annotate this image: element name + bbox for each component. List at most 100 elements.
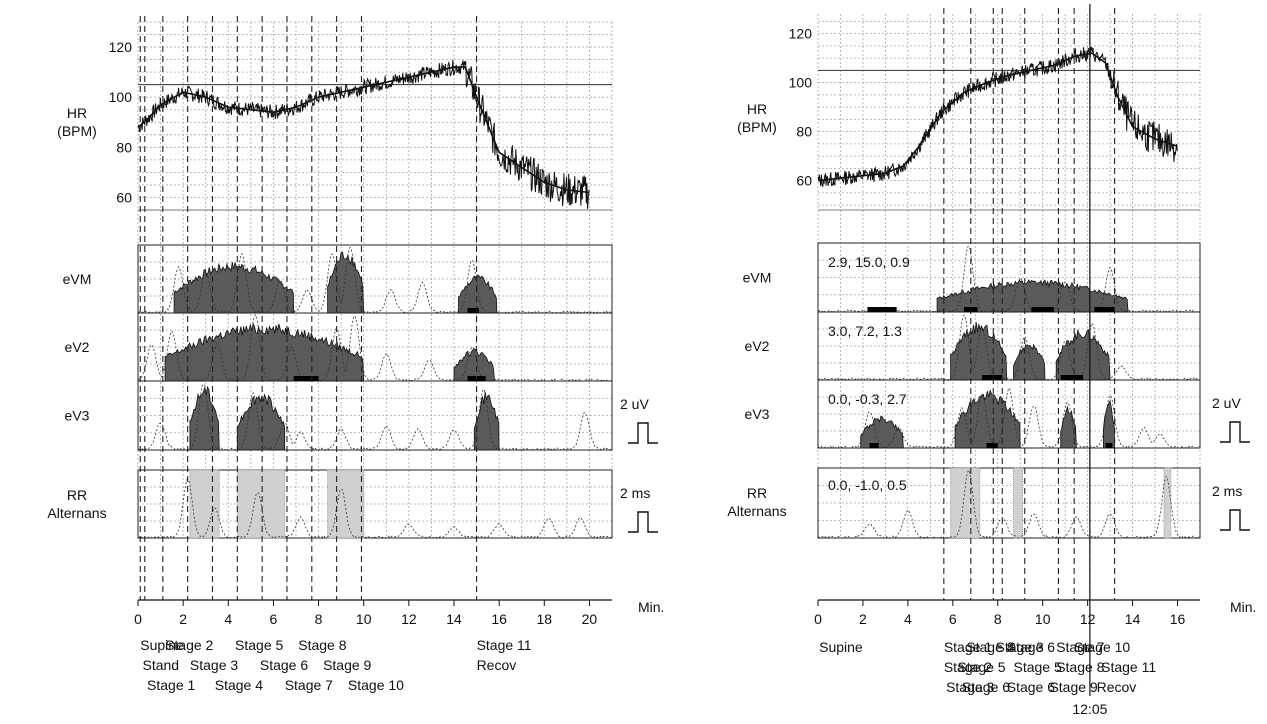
rr-shaded-region (950, 467, 981, 539)
x-tick-label: 12 (401, 611, 417, 627)
trace-label-evm: eVM (743, 270, 772, 286)
trace-evm-fill (936, 279, 1129, 313)
x-axis-unit: Min. (1230, 599, 1256, 615)
stage-label: Supine (140, 637, 184, 653)
stage-label: Supine (819, 639, 863, 655)
scale-bar-label: 2 uV (620, 396, 649, 412)
trace-ev3-line (137, 383, 611, 451)
trace-annotation: 2.9, 15.0, 0.9 (828, 254, 910, 270)
trace-label-ev2: eV2 (65, 339, 90, 355)
rr-shaded-region (327, 469, 365, 539)
trace-label-ev3: eV3 (65, 408, 90, 424)
stage-label: Stage 4 (215, 677, 263, 693)
trace-marker-bar (867, 307, 897, 312)
trace-marker-bar (467, 308, 479, 313)
stage-label: Stage 9 (323, 657, 371, 673)
hr-tick-label: 100 (789, 75, 813, 91)
trace-marker-bar (869, 443, 879, 448)
hr-raw-series (817, 47, 1178, 187)
scale-bar-label: 2 uV (1212, 395, 1241, 411)
trace-ev2-fill (950, 322, 1008, 381)
trace-ev3-line (817, 387, 1199, 449)
trace-ev3-fill (954, 389, 1021, 449)
trace-evm-fill (327, 251, 365, 314)
rr-label-sub: Alternans (727, 503, 786, 519)
x-tick-label: 16 (491, 611, 507, 627)
stage-label: Stage 10 (1074, 639, 1130, 655)
hr-tick-label: 80 (116, 139, 132, 155)
trace-ev3-fill (236, 393, 286, 451)
stage-label: Stage 11 (1101, 659, 1156, 675)
x-tick-label: 6 (949, 611, 957, 627)
x-tick-label: 14 (1125, 611, 1141, 627)
stage-label: Stage 2 (165, 637, 213, 653)
trace-ev2-fill (1055, 328, 1111, 381)
stage-label: Recov (477, 657, 517, 673)
x-tick-label: 16 (1170, 611, 1186, 627)
trace-label-evm: eVM (63, 271, 92, 287)
stage-label: Stage 3 (946, 679, 994, 695)
rr-shaded-region (1012, 467, 1023, 539)
trace-annotation: 3.0, 7.2, 1.3 (828, 323, 902, 339)
stage-label: Stage 6 (962, 679, 1010, 695)
trace-ev3-fill (1103, 399, 1116, 449)
stage-label: Stage 3 (190, 657, 238, 673)
stage-label: Stand (143, 657, 180, 673)
trace-ev2-fill (164, 322, 365, 382)
hr-axis-label: HR (747, 101, 767, 117)
trace-marker-bar (1105, 443, 1113, 448)
trace-ev2-line (817, 314, 1200, 381)
trace-label-ev2: eV2 (745, 338, 770, 354)
grid (817, 14, 1201, 538)
x-axis-unit: Min. (638, 599, 664, 615)
hr-axis-unit: (BPM) (737, 119, 777, 135)
x-tick-label: 6 (270, 611, 278, 627)
trace-label-ev3: eV3 (745, 406, 770, 422)
trace-marker-bar (986, 443, 998, 448)
trace-evm-fill (173, 262, 295, 314)
x-tick-label: 20 (582, 611, 598, 627)
trace-ev3-fill (1060, 405, 1077, 449)
trace-marker-bar (1060, 375, 1084, 380)
stage-label: Stage 2 (944, 659, 992, 675)
hr-tick-label: 60 (796, 173, 812, 189)
scale-bar-pulse (628, 511, 658, 533)
hr-tick-label: 100 (109, 89, 133, 105)
x-tick-label: 8 (994, 611, 1002, 627)
stage-label: Stage 5 (957, 659, 1005, 675)
hr-trend-series (137, 66, 590, 194)
x-tick-label: 2 (859, 611, 867, 627)
x-tick-label: 18 (536, 611, 552, 627)
x-tick-label: 4 (904, 611, 912, 627)
stage-label: Stage 11 (477, 637, 532, 653)
x-tick-label: 8 (315, 611, 323, 627)
trace-evm-fill (458, 274, 498, 314)
trace-marker-bar (1031, 307, 1054, 312)
stage-label: Stage 5 (1013, 659, 1061, 675)
hr-axis-label: HR (67, 105, 87, 121)
hr-tick-label: 60 (116, 189, 132, 205)
trace-ev3-fill (473, 391, 500, 451)
stage-label: Stage 6 (1007, 679, 1055, 695)
trace-marker-bar (1094, 307, 1115, 312)
scale-bar-pulse (1220, 421, 1250, 443)
scale-bar-label: 2 ms (620, 485, 650, 501)
stage-label: Stage 3 (996, 639, 1044, 655)
x-tick-label: 0 (134, 611, 142, 627)
stage-label: Stage 5 (235, 637, 283, 653)
stage-label: Stage 8 (298, 637, 346, 653)
scale-bar-pulse (1220, 509, 1250, 531)
rr-annotation: 0.0, -1.0, 0.5 (828, 477, 907, 493)
rr-label-sub: Alternans (47, 505, 106, 521)
stage-label: Stage 8 (1056, 659, 1104, 675)
rr-frame (817, 467, 1201, 539)
hr-tick-label: 120 (109, 39, 133, 55)
trace-annotation: 0.0, -0.3, 2.7 (828, 391, 907, 407)
stage-label: Stage 9 (1049, 679, 1097, 695)
scale-bar-pulse (628, 422, 658, 444)
rr-alternans-line (137, 478, 612, 539)
stage-label: Stage 4 (966, 639, 1014, 655)
